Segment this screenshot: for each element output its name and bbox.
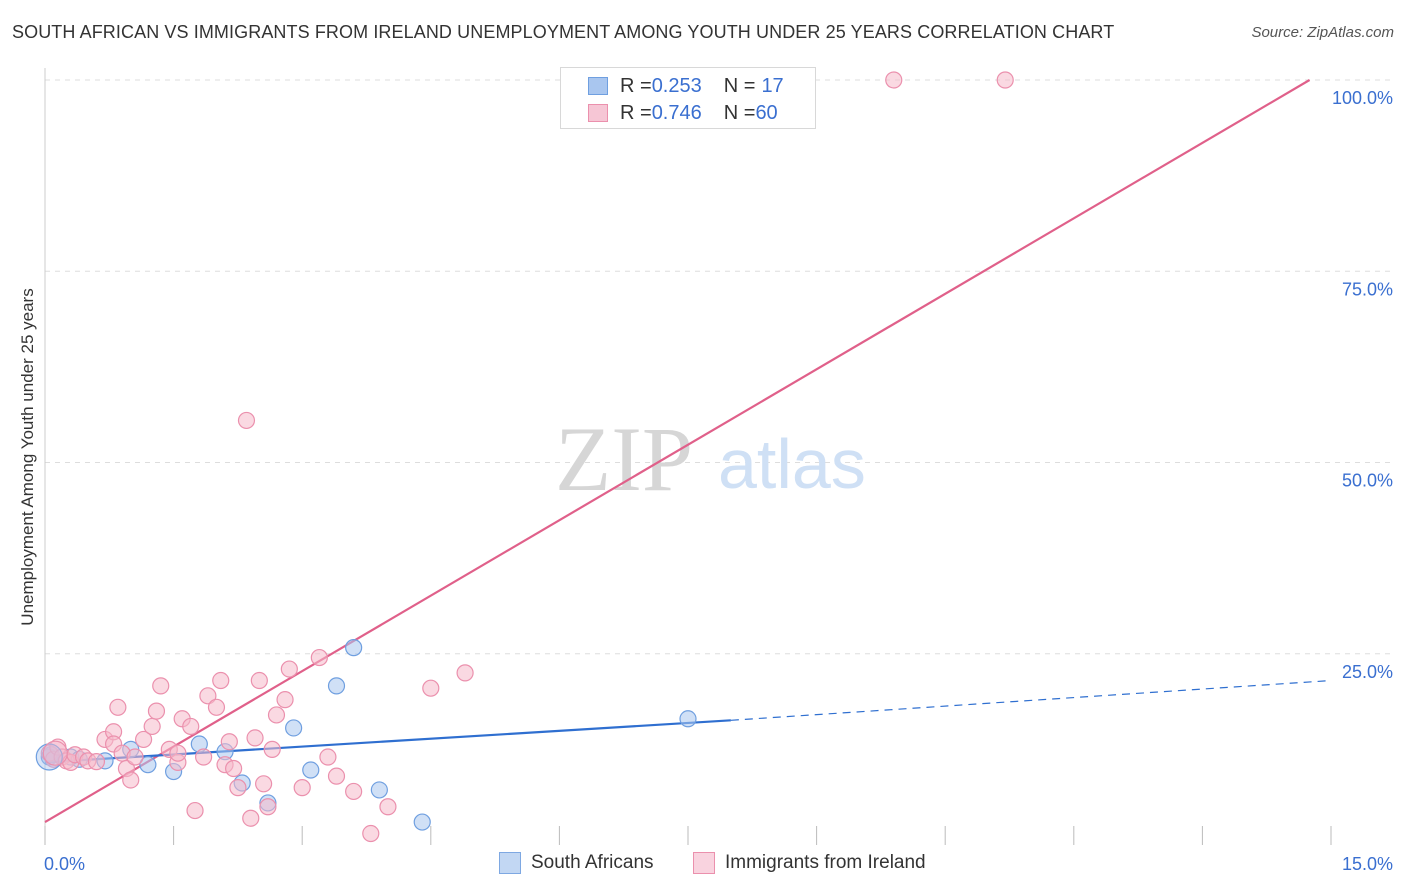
- point-immigrants-ireland: [195, 748, 213, 766]
- point-immigrants-ireland: [237, 411, 256, 430]
- point-immigrants-ireland: [293, 779, 311, 797]
- point-south-africans: [327, 677, 346, 695]
- legend-row-immigrants-ireland: R = 0.746 N = 60: [588, 100, 778, 126]
- point-immigrants-ireland: [319, 748, 337, 766]
- legend-r-value: 0.253: [651, 74, 702, 97]
- point-immigrants-ireland: [126, 748, 144, 766]
- point-immigrants-ireland: [122, 771, 140, 789]
- point-immigrants-ireland: [143, 717, 161, 736]
- point-immigrants-ireland: [220, 733, 238, 751]
- watermark: ZIP atlas: [555, 408, 866, 510]
- legend-label: Immigrants from Ireland: [725, 852, 926, 873]
- point-immigrants-ireland: [87, 753, 106, 771]
- point-south-africans: [302, 761, 320, 779]
- point-immigrants-ireland: [246, 729, 264, 747]
- correlation-legend: R = 0.253 N = 17 R = 0.746 N = 60: [560, 67, 816, 129]
- point-immigrants-ireland: [169, 744, 187, 762]
- point-immigrants-ireland: [379, 798, 397, 816]
- point-south-africans: [413, 813, 431, 831]
- point-south-africans: [35, 743, 63, 771]
- point-immigrants-ireland: [327, 767, 346, 785]
- point-immigrants-ireland: [456, 664, 474, 682]
- legend-label: South Africans: [531, 852, 654, 873]
- legend-swatch-blue: [499, 852, 521, 874]
- point-immigrants-ireland: [362, 824, 380, 843]
- y-tick-label: 25.0%: [1342, 662, 1393, 682]
- legend-r-label: R =: [620, 74, 652, 97]
- point-immigrants-ireland: [147, 702, 166, 720]
- legend-n-label: N =: [723, 101, 756, 124]
- trend-line-south-africans-extension: [730, 679, 1332, 721]
- y-tick-label: 75.0%: [1342, 279, 1393, 299]
- point-south-africans: [345, 639, 363, 657]
- grid-lines: [45, 79, 1393, 655]
- legend-swatch-blue: [588, 77, 608, 95]
- trend-line-immigrants-ireland: [44, 79, 1311, 823]
- point-south-africans: [285, 719, 303, 737]
- point-immigrants-ireland: [242, 809, 260, 827]
- legend-r-label: R =: [620, 101, 652, 124]
- legend-swatch-pink: [588, 104, 608, 122]
- point-immigrants-ireland: [267, 706, 286, 724]
- x-tick-label: 0.0%: [44, 854, 85, 874]
- y-axis-label: Unemployment Among Youth under 25 years: [18, 288, 37, 625]
- point-immigrants-ireland: [310, 648, 328, 667]
- watermark-zip: ZIP: [555, 408, 693, 510]
- chart-title: SOUTH AFRICAN VS IMMIGRANTS FROM IRELAND…: [12, 22, 1115, 42]
- legend-item-south-africans[interactable]: South Africans: [499, 852, 654, 874]
- legend-r-value: 0.746: [651, 101, 702, 124]
- legend-row-south-africans: R = 0.253 N = 17: [588, 73, 784, 99]
- point-south-africans: [139, 756, 157, 774]
- x-tick-label: 15.0%: [1342, 854, 1393, 874]
- y-tick-label: 100.0%: [1332, 88, 1393, 108]
- trend-lines: [44, 79, 1332, 823]
- legend-n-label: N =: [723, 74, 756, 97]
- point-immigrants-ireland: [229, 779, 247, 797]
- point-immigrants-ireland: [42, 740, 68, 766]
- legend-n-value: 17: [761, 74, 784, 97]
- point-immigrants-ireland: [996, 71, 1014, 89]
- point-immigrants-ireland: [255, 775, 273, 793]
- point-immigrants-ireland: [212, 671, 230, 690]
- point-immigrants-ireland: [199, 687, 217, 705]
- point-immigrants-ireland: [422, 679, 440, 697]
- point-immigrants-ireland: [207, 698, 226, 716]
- point-immigrants-ireland: [225, 759, 243, 778]
- point-immigrants-ireland: [263, 740, 281, 758]
- point-immigrants-ireland: [186, 801, 204, 820]
- legend-n-value: 60: [755, 101, 778, 124]
- point-immigrants-ireland: [276, 691, 294, 709]
- source-label: Source: ZipAtlas.com: [1251, 24, 1394, 41]
- point-immigrants-ireland: [134, 730, 153, 749]
- point-immigrants-ireland: [345, 782, 363, 801]
- watermark-atlas: atlas: [718, 425, 866, 503]
- legend-item-immigrants-ireland[interactable]: Immigrants from Ireland: [693, 852, 926, 874]
- point-south-africans: [679, 710, 697, 728]
- trend-line-south-africans: [44, 719, 731, 764]
- point-immigrants-ireland: [152, 677, 170, 695]
- point-south-africans: [370, 781, 388, 799]
- point-immigrants-ireland: [280, 660, 298, 678]
- y-tick-label: 50.0%: [1342, 471, 1393, 491]
- point-immigrants-ireland: [109, 698, 127, 716]
- point-immigrants-ireland: [182, 717, 200, 736]
- point-immigrants-ireland: [250, 671, 268, 690]
- data-points: [35, 71, 1014, 843]
- point-immigrants-ireland: [259, 798, 277, 816]
- axes: [44, 68, 1332, 845]
- point-immigrants-ireland: [885, 71, 903, 89]
- tick-labels: 25.0% 50.0% 75.0% 100.0% 0.0% 15.0%: [44, 88, 1393, 874]
- legend-swatch-pink: [693, 852, 715, 874]
